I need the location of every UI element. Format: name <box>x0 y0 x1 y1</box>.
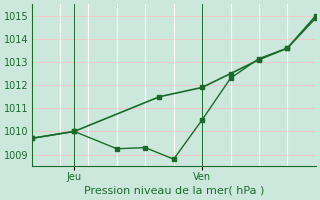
X-axis label: Pression niveau de la mer( hPa ): Pression niveau de la mer( hPa ) <box>84 186 264 196</box>
